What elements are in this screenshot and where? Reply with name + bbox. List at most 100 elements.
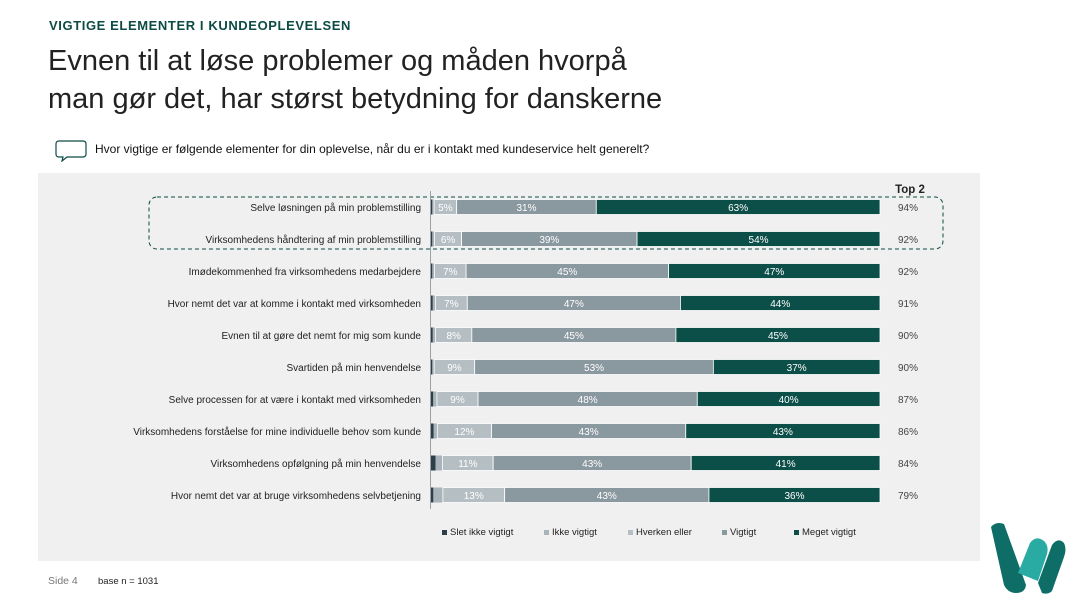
highlight-box — [148, 196, 944, 250]
base-note: base n = 1031 — [98, 576, 159, 587]
bar-segment-ikke-vigtigt — [432, 359, 435, 375]
data-label-vigtigt: 48% — [578, 395, 598, 406]
bar-segment-ikke-vigtigt — [435, 455, 443, 471]
bar-segment-slet-ikke-vigtigt — [431, 231, 433, 247]
chart-panel: Top 2 Selve løsningen på min problemstill… — [38, 173, 980, 561]
bar-segment-meget-vigtigt — [636, 231, 881, 247]
top2-value: 92% — [898, 235, 918, 246]
data-label-hverken-eller: 13% — [464, 491, 484, 502]
bar-segment-slet-ikke-vigtigt — [431, 263, 433, 279]
data-label-meget-vigtigt: 36% — [784, 491, 804, 502]
data-label-meget-vigtigt: 44% — [770, 299, 790, 310]
bar-segment-slet-ikke-vigtigt — [431, 327, 433, 343]
page-title-line-1: Evnen til at løse problemer og måden hvo… — [48, 45, 627, 77]
category-label: Imødekommenhed fra virksomhedens medarbe… — [189, 267, 422, 278]
data-label-hverken-eller: 5% — [438, 203, 453, 214]
category-label: Selve processen for at være i kontakt me… — [169, 395, 421, 406]
legend-label: Slet ikke vigtigt — [450, 527, 514, 538]
category-label: Selve løsningen på min problemstilling — [250, 202, 421, 214]
bar-segment-ikke-vigtigt — [432, 263, 435, 279]
data-label-vigtigt: 43% — [597, 491, 617, 502]
top2-value: 90% — [898, 363, 918, 374]
category-label: Virksomhedens opfølgning på min henvende… — [210, 458, 421, 470]
bar-segment-slet-ikke-vigtigt — [431, 391, 434, 407]
bar-segment-meget-vigtigt — [675, 327, 881, 343]
top2-value: 90% — [898, 331, 918, 342]
legend-label: Ikke vigtigt — [552, 527, 597, 538]
legend-swatch — [722, 530, 727, 535]
data-label-meget-vigtigt: 63% — [728, 203, 748, 214]
data-label-vigtigt: 47% — [564, 299, 584, 310]
data-label-meget-vigtigt: 40% — [779, 395, 799, 406]
data-label-hverken-eller: 7% — [444, 299, 459, 310]
legend-swatch — [544, 530, 549, 535]
data-label-meget-vigtigt: 54% — [749, 235, 769, 246]
speech-bubble-icon — [55, 140, 87, 162]
data-label-vigtigt: 39% — [539, 235, 559, 246]
bar-segment-meget-vigtigt — [708, 487, 881, 503]
data-label-hverken-eller: 8% — [446, 331, 461, 342]
bar-segment-ikke-vigtigt — [432, 199, 435, 215]
legend-swatch — [442, 530, 447, 535]
data-label-meget-vigtigt: 45% — [768, 331, 788, 342]
category-label: Virksomhedens håndtering af min problems… — [206, 234, 421, 246]
data-label-hverken-eller: 9% — [450, 395, 465, 406]
category-label: Evnen til at gøre det nemt for mig som k… — [221, 331, 421, 342]
bar-segment-meget-vigtigt — [696, 391, 881, 407]
kicker-heading: VIGTIGE ELEMENTER I KUNDEOPLEVELSEN — [49, 18, 351, 33]
stacked-bar-chart: Top 2 Selve løsningen på min problemstill… — [133, 184, 944, 538]
legend-label: Meget vigtigt — [802, 527, 856, 538]
bar-segment-ikke-vigtigt — [433, 487, 443, 503]
bar-segment-slet-ikke-vigtigt — [431, 295, 433, 311]
bar-segment-ikke-vigtigt — [432, 327, 436, 343]
bar-segment-meget-vigtigt — [680, 295, 881, 311]
data-label-hverken-eller: 9% — [447, 363, 462, 374]
data-label-meget-vigtigt: 41% — [776, 459, 796, 470]
data-label-vigtigt: 43% — [582, 459, 602, 470]
data-label-vigtigt: 45% — [564, 331, 584, 342]
legend-label: Hverken eller — [636, 527, 692, 538]
bar-segment-meget-vigtigt — [690, 455, 881, 471]
bar-segment-slet-ikke-vigtigt — [431, 199, 433, 215]
bar-segment-slet-ikke-vigtigt — [431, 455, 436, 471]
bar-segment-meget-vigtigt — [712, 359, 881, 375]
brand-logo-icon — [991, 523, 1066, 594]
data-label-hverken-eller: 12% — [454, 427, 474, 438]
top2-value: 94% — [898, 203, 918, 214]
data-label-hverken-eller: 11% — [458, 459, 477, 470]
top2-header: Top 2 — [895, 184, 925, 196]
data-label-meget-vigtigt: 47% — [764, 267, 784, 278]
top2-value: 91% — [898, 299, 918, 310]
data-label-hverken-eller: 6% — [441, 235, 456, 246]
data-label-meget-vigtigt: 43% — [773, 427, 793, 438]
page-title-line-2: man gør det, har størst betydning for da… — [48, 83, 663, 115]
page-title: Evnen til at løse problemer og måden hvo… — [48, 42, 768, 118]
bar-segment-ikke-vigtigt — [432, 295, 436, 311]
top2-value: 79% — [898, 491, 918, 502]
data-label-hverken-eller: 7% — [443, 267, 458, 278]
category-label: Hvor nemt det var at komme i kontakt med… — [168, 299, 421, 310]
bar-segment-meget-vigtigt — [595, 199, 881, 215]
top2-value: 87% — [898, 395, 918, 406]
legend-swatch — [628, 530, 633, 535]
bar-segment-slet-ikke-vigtigt — [431, 487, 434, 503]
bar-segment-ikke-vigtigt — [433, 391, 437, 407]
bar-segment-slet-ikke-vigtigt — [431, 359, 433, 375]
category-label: Svartiden på min henvendelse — [286, 362, 421, 374]
bar-segment-slet-ikke-vigtigt — [431, 423, 434, 439]
page-number: Side 4 — [48, 575, 78, 587]
data-label-vigtigt: 45% — [557, 267, 577, 278]
data-label-vigtigt: 31% — [516, 203, 536, 214]
data-label-vigtigt: 53% — [584, 363, 604, 374]
data-label-vigtigt: 43% — [579, 427, 599, 438]
top2-value: 86% — [898, 427, 918, 438]
legend-swatch — [794, 530, 799, 535]
top2-value: 92% — [898, 267, 918, 278]
top2-value: 84% — [898, 459, 918, 470]
bar-segment-meget-vigtigt — [685, 423, 881, 439]
data-label-meget-vigtigt: 37% — [787, 363, 807, 374]
bar-segment-ikke-vigtigt — [433, 423, 438, 439]
bar-segment-meget-vigtigt — [668, 263, 881, 279]
category-label: Hvor nemt det var at bruge virksomhedens… — [171, 491, 421, 502]
bar-segment-ikke-vigtigt — [432, 231, 435, 247]
